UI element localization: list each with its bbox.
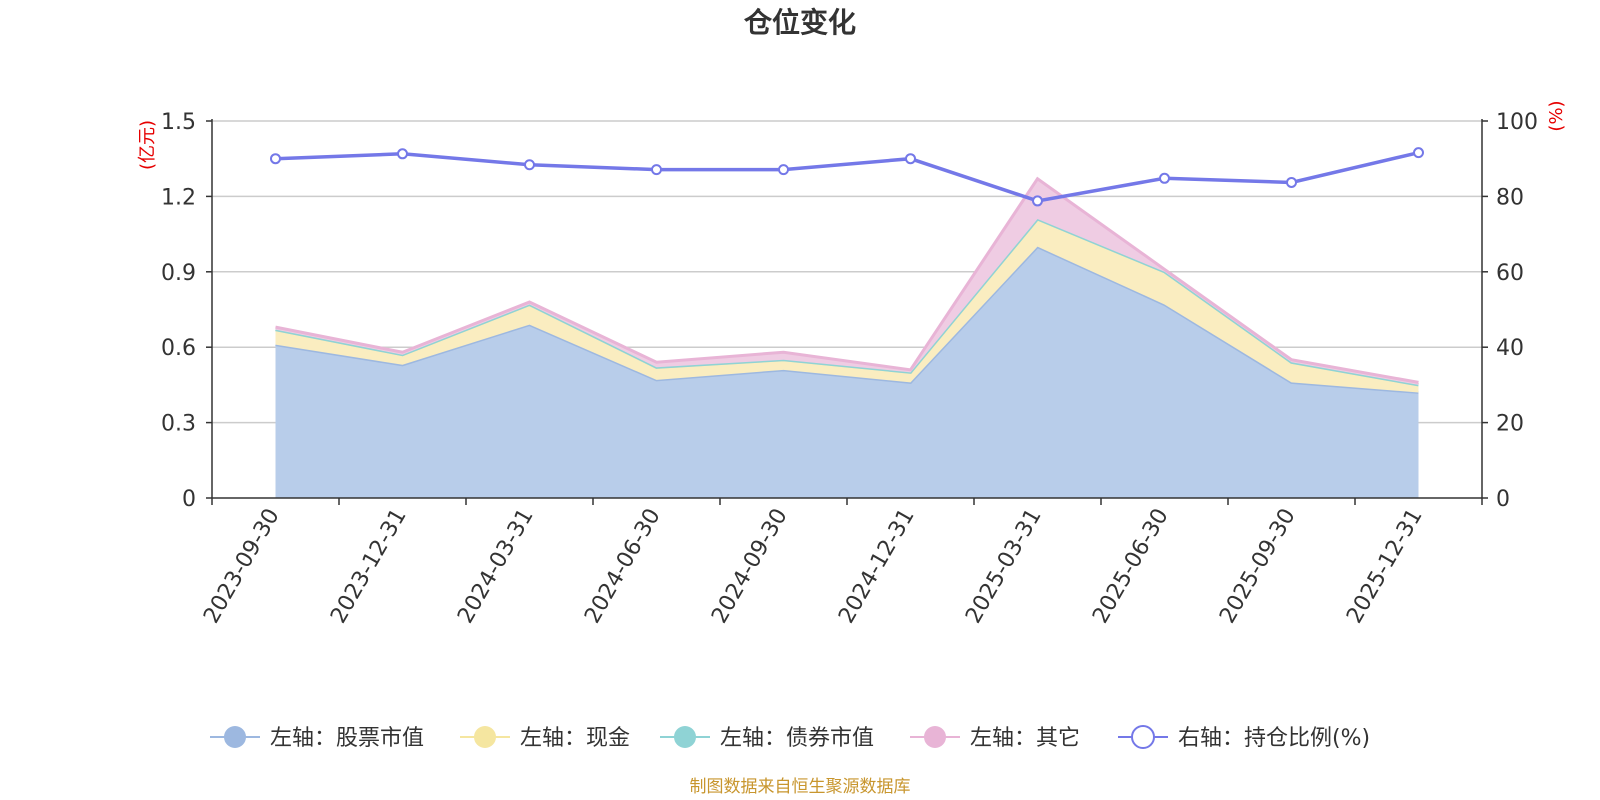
x-axis-tick-label: 2023-09-30 — [199, 505, 285, 628]
legend: 左轴：股票市值 左轴：现金 左轴：债券市值 左轴：其它 右轴：持仓比例(%) — [210, 725, 1370, 751]
data-source-note: 制图数据来自恒生聚源数据库 — [690, 777, 911, 797]
legend-marker-4 — [1131, 725, 1155, 749]
legend-marker-1 — [474, 726, 496, 748]
left-axis-tick-label: 0.9 — [161, 261, 196, 286]
right-axis-tick-label: 80 — [1496, 185, 1524, 210]
x-axis-tick-label: 2025-12-31 — [1342, 505, 1428, 628]
x-axis-tick-label: 2024-06-30 — [580, 505, 666, 628]
line-point — [524, 159, 535, 171]
x-axis-tick-label: 2025-06-30 — [1088, 505, 1174, 628]
x-axis-tick-label: 2023-12-31 — [326, 505, 412, 628]
line-point — [1159, 172, 1170, 184]
line-series-path — [275, 150, 1419, 203]
legend-label-1: 左轴：现金 — [520, 726, 630, 751]
legend-marker-0 — [224, 726, 246, 748]
left-axis-tick-label: 0 — [182, 487, 196, 512]
x-axis-tick-label: 2024-03-31 — [453, 505, 539, 628]
x-axis-tick-label: 2025-03-31 — [961, 505, 1047, 628]
right-axis-tick-label: 40 — [1496, 336, 1524, 361]
line-point — [778, 164, 789, 176]
line-point — [270, 153, 281, 165]
left-axis-unit: (亿元) — [137, 120, 158, 170]
area-series-0 — [275, 246, 1419, 498]
right-axis-tick-label: 20 — [1496, 412, 1524, 437]
legend-marker-2 — [674, 726, 696, 748]
area-edge-series-3 — [275, 176, 1419, 384]
legend-label-4: 右轴：持仓比例(%) — [1178, 726, 1370, 751]
x-axis-tick-label: 2024-12-31 — [834, 505, 920, 628]
line-point — [397, 148, 408, 160]
line-point — [905, 153, 916, 165]
left-axis-tick-label: 1.2 — [161, 185, 196, 210]
left-axis-tick-label: 0.6 — [161, 336, 196, 361]
left-axis-tick-label: 0.3 — [161, 412, 196, 437]
legend-label-2: 左轴：债券市值 — [720, 726, 874, 751]
x-axis-tick-label: 2024-09-30 — [707, 505, 793, 628]
legend-label-3: 左轴：其它 — [970, 726, 1080, 751]
holding-ratio-line — [270, 147, 1424, 207]
right-axis-tick-label: 60 — [1496, 261, 1524, 286]
legend-marker-3 — [924, 726, 946, 748]
right-axis-unit: (%) — [1546, 100, 1567, 131]
right-axis-tick-label: 0 — [1496, 487, 1510, 512]
line-point — [1286, 176, 1297, 188]
line-point — [651, 164, 662, 176]
right-axis-tick-label: 100 — [1496, 110, 1538, 135]
x-axis-tick-label: 2025-09-30 — [1215, 505, 1301, 628]
line-point — [1413, 147, 1424, 159]
stacked-areas — [275, 176, 1419, 498]
legend-label-0: 左轴：股票市值 — [270, 726, 424, 751]
area-series-1 — [275, 219, 1419, 393]
line-point — [1032, 195, 1043, 207]
area-series-3 — [275, 178, 1419, 385]
chart-title: 仓位变化 — [744, 6, 856, 39]
left-axis-tick-label: 1.5 — [161, 110, 196, 135]
